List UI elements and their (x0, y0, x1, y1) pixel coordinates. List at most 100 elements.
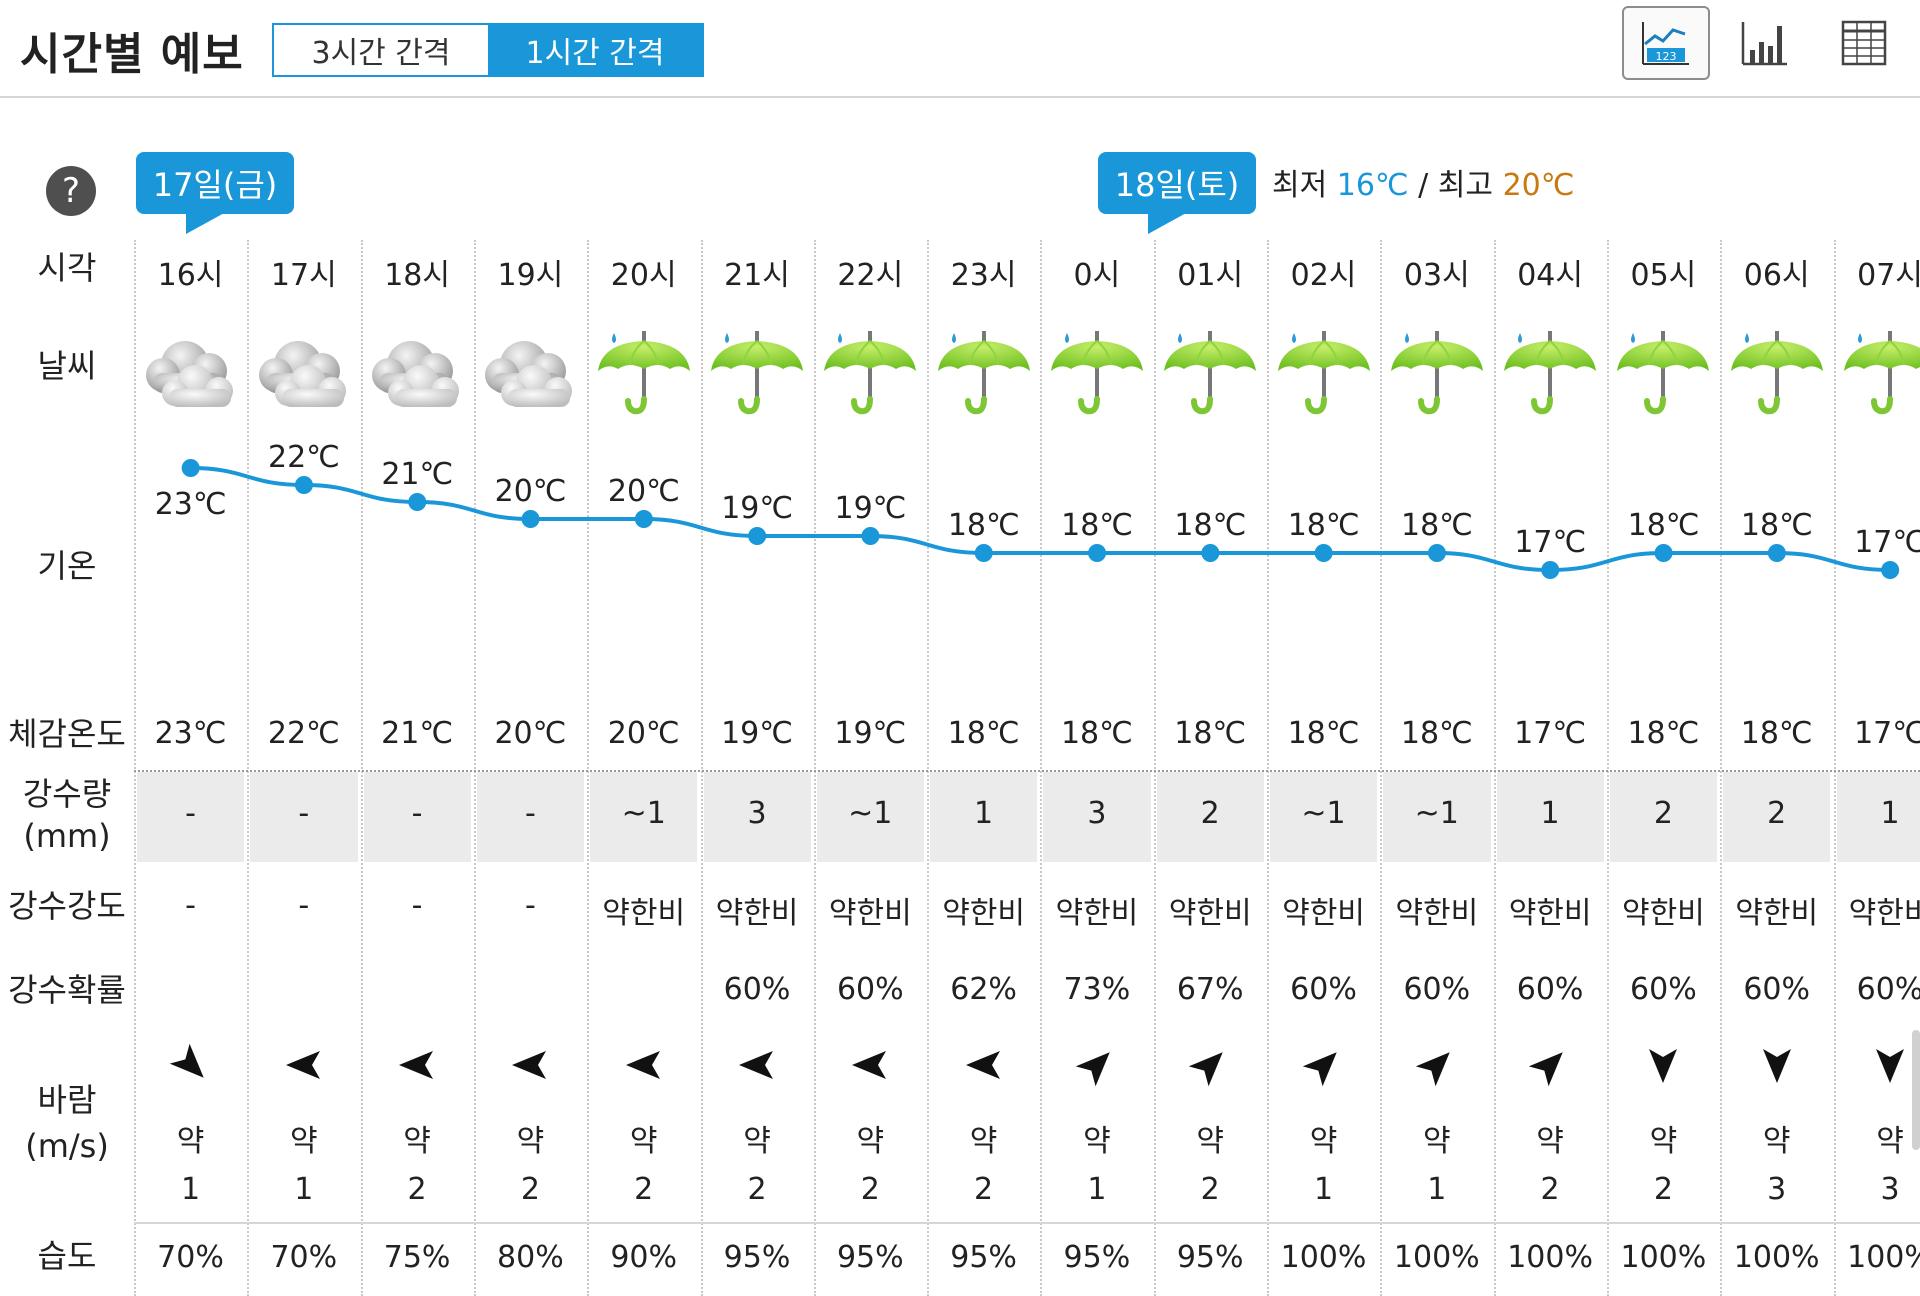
rain-probability: 60% (1290, 972, 1357, 1007)
help-button[interactable]: ? (46, 166, 96, 216)
wind-speed: 2 (974, 1172, 994, 1207)
umbrella-rain-icon (1730, 331, 1823, 415)
bar-chart-icon (1741, 22, 1787, 66)
wind-arrow-icon (285, 1051, 320, 1079)
temperature-label: 23℃ (155, 487, 227, 522)
temperature-point (748, 527, 767, 545)
wind-direction (361, 1040, 474, 1090)
rain-probability: 60% (836, 972, 904, 1007)
wind-direction (587, 1040, 700, 1090)
feels-like: 19℃ (834, 716, 907, 751)
weather-icon-cell (1040, 318, 1153, 428)
page-title: 시간별 예보 (20, 29, 244, 80)
rain-intensity: 약한비 (715, 896, 799, 931)
scrollbar[interactable] (1912, 1030, 1920, 1150)
weather-icon-cell (1494, 318, 1607, 428)
temperature-label: 17℃ (1514, 525, 1586, 560)
humidity: 70% (157, 1240, 224, 1275)
hour-time: 18시 (384, 258, 450, 293)
humidity: 95% (723, 1240, 791, 1275)
wind-arrow-icon (1876, 1049, 1904, 1083)
wind-strength: 약 (403, 1124, 431, 1159)
weather-icon-cell (701, 318, 814, 428)
rain-probability: 62% (950, 972, 1017, 1007)
wind-arrow-icon (965, 1051, 1000, 1079)
wind-arrow-icon (1075, 1052, 1110, 1087)
temperature-label: 21℃ (381, 457, 453, 492)
wind-arrow-icon (852, 1051, 887, 1079)
weather-icon-cell (1720, 318, 1833, 428)
rain-amount: ~1 (1301, 796, 1346, 831)
humidity: 100% (1620, 1240, 1707, 1275)
wind-direction (1607, 1040, 1720, 1090)
weather-icon-cell (587, 318, 700, 428)
column-separator (1380, 240, 1493, 1296)
rain-intensity: 약한비 (1735, 896, 1819, 931)
line-chart-view-button[interactable]: 123 (1622, 6, 1710, 80)
temperature-label: 18℃ (1174, 508, 1246, 543)
feels-like: 18℃ (1060, 716, 1133, 751)
temperature-point (408, 493, 427, 511)
max-label: 최고 (1437, 168, 1494, 203)
rain-cell-bg (590, 772, 698, 862)
label-weather: 날씨 (37, 347, 97, 385)
rain-amount: - (185, 796, 196, 831)
humidity: 95% (836, 1240, 904, 1275)
wind-arrow-icon (1302, 1052, 1337, 1087)
wind-speed: 2 (634, 1172, 654, 1207)
wind-direction (1720, 1040, 1833, 1090)
column-separator (1267, 240, 1380, 1296)
rain-probability: 73% (1063, 972, 1131, 1007)
column-separator (473, 240, 587, 1296)
temperature-label: 18℃ (1061, 508, 1133, 543)
wind-strength: 약 (1762, 1124, 1791, 1159)
hour-time: 05시 (1630, 258, 1697, 293)
rain-intensity: - (298, 888, 310, 923)
rain-amount: ~1 (848, 796, 893, 831)
bar-chart-view-button[interactable] (1720, 6, 1808, 80)
wind-speed: 1 (1087, 1172, 1107, 1207)
feels-like: 18℃ (1287, 716, 1360, 751)
wind-speed: 2 (1200, 1172, 1220, 1207)
humidity: 95% (950, 1240, 1017, 1275)
tab-1-hour[interactable]: 1시간 간격 (488, 25, 702, 75)
wind-speed: 2 (1653, 1172, 1673, 1207)
wind-arrow-icon (625, 1051, 660, 1079)
hour-time: 06시 (1743, 258, 1810, 293)
rain-cell-bg (1270, 772, 1378, 862)
column-separator (1833, 240, 1920, 1296)
feels-like: 20℃ (494, 716, 567, 751)
rain-cell-bg (250, 772, 358, 862)
rain-intensity: - (411, 888, 423, 923)
date-bubble-day2: 18일(토) (1098, 152, 1256, 234)
wind-direction (1040, 1040, 1153, 1090)
column-separator (1040, 240, 1153, 1296)
rain-amount: 1 (1880, 796, 1900, 831)
weather-icon-cell (1607, 318, 1720, 428)
cloudy-icon (372, 341, 460, 407)
rain-intensity: 약한비 (942, 896, 1025, 931)
cloudy-icon (145, 341, 233, 407)
wind-strength: 약 (1536, 1124, 1564, 1159)
feels-like: 22℃ (267, 716, 340, 751)
label-rain-intensity: 강수강도 (8, 887, 126, 925)
feels-like: 17℃ (1854, 716, 1920, 751)
feels-like: 18℃ (1627, 716, 1700, 751)
temperature-line (190, 466, 1891, 573)
rain-amount: 2 (1200, 796, 1220, 831)
wind-strength: 약 (516, 1124, 545, 1159)
temperature-point (1314, 544, 1333, 562)
table-view-button[interactable] (1820, 6, 1908, 80)
weather-icon-cell (134, 318, 247, 428)
hour-time: 22시 (837, 258, 904, 293)
humidity-divider (134, 1222, 1920, 1224)
rain-cell-bg (363, 772, 471, 862)
date-bubble-day1: 17일(금) (136, 152, 294, 234)
tab-3-hour[interactable]: 3시간 간격 (274, 25, 488, 75)
cloudy-icon (485, 341, 573, 407)
rain-cell-bg (816, 772, 925, 862)
wind-arrow-icon (1188, 1052, 1223, 1087)
feels-like: 21℃ (381, 716, 454, 751)
rain-amount: 3 (747, 796, 767, 831)
rain-intensity: 약한비 (602, 896, 686, 931)
